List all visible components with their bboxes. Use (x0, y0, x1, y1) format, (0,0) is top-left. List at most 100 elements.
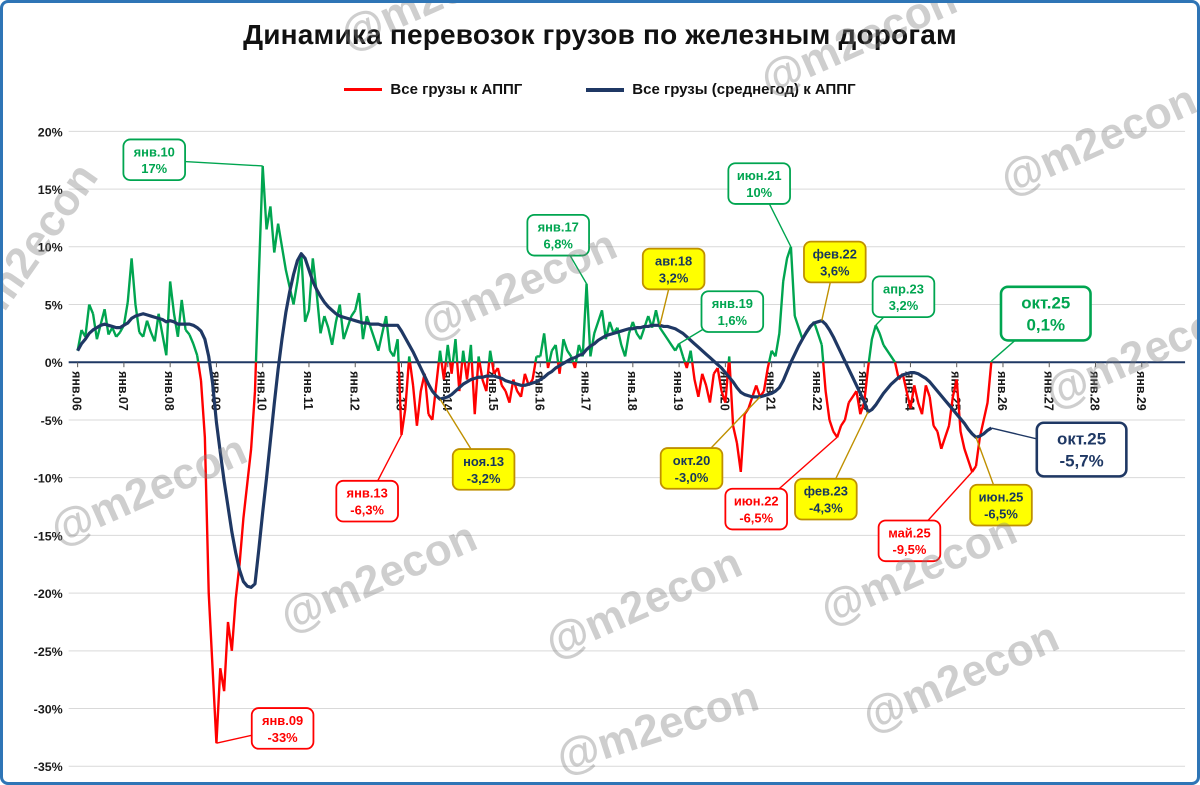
annotation-value: -6,5% (984, 507, 1018, 522)
x-axis-label: янв.17 (579, 371, 593, 411)
chart-annotation: фев.23 -4,3% (794, 411, 869, 521)
annotation-date: янв.13 (347, 486, 388, 501)
y-axis-label: -20% (34, 587, 63, 601)
annotation-date: авг.18 (655, 253, 692, 268)
chart-annotation: июн.22 -6,5% (724, 436, 838, 531)
annotation-box (724, 487, 788, 531)
chart-annotation: окт.25 0,1% (990, 285, 1092, 362)
x-axis-label: янв.22 (810, 371, 824, 411)
annotation-date: июн.22 (734, 494, 779, 509)
x-axis-label: янв.27 (1041, 371, 1055, 411)
annotation-date: июн.25 (979, 490, 1024, 505)
annotation-date: окт.25 (1021, 294, 1070, 313)
chart-annotation: ноя.13 -3,2% (439, 398, 516, 491)
annotation-value: 17% (141, 161, 167, 176)
annotation-box (659, 447, 724, 490)
y-axis-label: 20% (38, 125, 63, 139)
y-axis-label: -25% (34, 645, 63, 659)
annotation-value: -4,3% (809, 501, 843, 516)
annotation-value: 0,1% (1027, 315, 1066, 334)
chart-annotation: янв.13 -6,3% (335, 434, 403, 523)
annotation-date: ноя.13 (463, 454, 504, 469)
annotation-value: -33% (268, 730, 299, 745)
x-axis-label: янв.08 (162, 371, 176, 411)
chart-annotation: июн.21 10% (727, 162, 792, 248)
annotation-date: янв.19 (712, 296, 753, 311)
annotation-box (803, 240, 867, 284)
chart-annotation: июн.25 -6,5% (969, 437, 1033, 527)
freight-dynamics-chart: 20% 15% 10% 5% 0% -5% -10% -15% -20% -25% -30% -35%… (34, 125, 1186, 774)
annotation-box (335, 479, 399, 523)
annotation-value: 3,2% (889, 298, 919, 313)
annotation-value: -9,5% (893, 542, 927, 557)
annotation-date: июн.21 (737, 168, 782, 183)
series-monthly-negative (197, 361, 993, 744)
annotation-box (999, 285, 1092, 342)
y-axis-label: 10% (38, 241, 63, 255)
annotation-date: апр.23 (883, 281, 924, 296)
x-axis-label: янв.18 (625, 371, 639, 411)
y-axis-label: 0% (45, 356, 63, 370)
series-monthly-positive (76, 165, 993, 363)
x-axis-label: янв.06 (70, 371, 84, 411)
annotation-box (451, 448, 516, 491)
annotation-box (526, 213, 590, 257)
chart-title: Динамика перевозок грузов по железным до… (243, 19, 957, 50)
y-axis-label: -5% (41, 414, 63, 428)
annotation-date: фев.22 (813, 247, 857, 262)
annotation-box (794, 477, 858, 521)
x-axis-label: янв.11 (301, 371, 315, 410)
annotation-value: -6,5% (739, 511, 773, 526)
y-axis-label: -15% (34, 529, 63, 543)
annotation-box (969, 483, 1033, 527)
annotation-value: -3,2% (467, 471, 501, 486)
chart-annotation: авг.18 3,2% (641, 247, 706, 326)
annotation-value: 10% (746, 185, 772, 200)
annotation-date: окт.25 (1057, 430, 1106, 449)
x-axis-label: янв.14 (440, 371, 454, 411)
series-average (76, 252, 993, 589)
annotation-date: янв.10 (134, 144, 175, 159)
x-axis-label: янв.07 (116, 371, 130, 411)
annotation-value: 3,2% (659, 270, 689, 285)
x-axis-label: янв.12 (347, 371, 361, 411)
annotation-value: -5,7% (1060, 451, 1104, 470)
annotation-date: фев.23 (804, 484, 848, 499)
annotation-box (727, 162, 791, 205)
y-axis-label: -30% (34, 703, 63, 717)
annotation-box (641, 247, 706, 291)
annotation-box (877, 519, 942, 563)
x-axis-label: янв.26 (995, 371, 1009, 411)
x-axis-label: янв.21 (764, 371, 778, 411)
annotation-value: -6,3% (350, 503, 384, 518)
annotation-box (250, 707, 315, 750)
chart-annotation: янв.09 -33% (216, 707, 315, 750)
chart-annotation: янв.17 6,8% (526, 213, 590, 285)
y-axis-label: 15% (38, 183, 63, 197)
chart-annotation: янв.10 17% (122, 138, 263, 182)
chart-annotation: май.25 -9,5% (877, 471, 973, 563)
annotation-date: окт.20 (673, 453, 711, 468)
annotation-box (122, 138, 186, 182)
annotation-date: янв.09 (262, 713, 303, 728)
annotation-box (871, 275, 936, 318)
chart-annotation: апр.23 3,2% (871, 275, 936, 326)
x-axis-label: янв.28 (1088, 371, 1102, 411)
x-axis-label: янв.10 (255, 371, 269, 411)
annotation-box (700, 290, 765, 333)
annotation-date: янв.17 (538, 220, 579, 235)
annotation-value: 6,8% (543, 237, 573, 252)
annotation-value: 3,6% (820, 263, 850, 278)
chart-annotation: окт.20 -3,0% (659, 396, 761, 490)
y-axis-label: -35% (34, 760, 63, 774)
chart-annotation: фев.223,6% (803, 240, 867, 321)
annotation-date: май.25 (888, 525, 930, 540)
chart-annotation: окт.25 -5,7% (991, 421, 1128, 478)
annotation-value: -3,0% (675, 470, 709, 485)
x-axis-label: янв.15 (486, 371, 500, 411)
y-axis-label: 5% (45, 298, 63, 312)
annotation-value: 1,6% (718, 313, 748, 328)
annotation-box (1035, 421, 1128, 478)
x-axis-label: янв.24 (902, 371, 916, 411)
x-axis-label: янв.19 (671, 371, 685, 411)
